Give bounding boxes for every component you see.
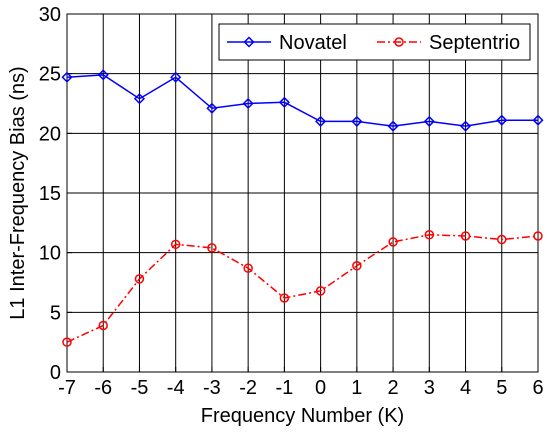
data-point (170, 71, 182, 83)
y-axis-label: L1 Inter-Frequency Bias (ns) (7, 66, 29, 319)
data-point (134, 274, 145, 284)
data-point (243, 263, 253, 273)
data-point (61, 71, 73, 83)
data-point (459, 120, 472, 132)
y-tick-label: 10 (39, 243, 61, 265)
x-tick-label: 3 (424, 377, 435, 399)
data-point (315, 115, 327, 127)
y-tick-label: 25 (39, 64, 61, 86)
y-tick-label: 30 (39, 4, 61, 26)
x-tick-label: 1 (351, 377, 362, 399)
x-tick-label: -7 (58, 377, 76, 399)
y-tick-label: 5 (50, 302, 61, 324)
legend-label: Novatel (279, 32, 347, 54)
data-point (351, 115, 363, 127)
data-point (423, 115, 435, 127)
series-septentrio (62, 230, 543, 347)
series-layer (61, 69, 544, 347)
data-point (460, 231, 471, 241)
x-axis-label: Frequency Number (K) (201, 405, 404, 427)
series-line (66, 74, 538, 127)
y-tick-label: 0 (50, 362, 61, 384)
data-point (497, 234, 507, 245)
legend-marker (243, 36, 255, 48)
data-point (207, 243, 217, 253)
series-line (66, 234, 539, 343)
tick-labels: -7 -6 -5 -4 -3 -2 -1 0 1 2 3 4 5 6 0 5 10 15 20 25 30 (39, 4, 544, 399)
series-novatel (61, 69, 544, 132)
data-point (97, 69, 109, 81)
data-point (496, 114, 508, 126)
x-tick-label: -1 (275, 377, 293, 399)
data-point (133, 93, 146, 105)
x-tick-label: -2 (239, 377, 257, 399)
legend-label: Septentrio (429, 32, 520, 54)
data-point (206, 102, 218, 114)
data-point (533, 231, 543, 241)
data-point (532, 114, 544, 126)
data-point (315, 286, 326, 296)
legend-marker (394, 37, 404, 47)
data-point (387, 120, 399, 132)
data-point (278, 96, 290, 108)
legend: Novatel Septentrio (218, 23, 531, 61)
data-point (98, 320, 108, 331)
data-point (388, 237, 398, 247)
data-point (242, 97, 254, 110)
x-tick-label: 4 (460, 377, 471, 399)
x-tick-label: 2 (388, 377, 399, 399)
x-tick-label: 5 (496, 377, 507, 399)
data-point (424, 230, 435, 240)
data-point (170, 239, 181, 250)
x-tick-label: -6 (94, 377, 112, 399)
data-point (62, 337, 72, 347)
axis-ticks (66, 13, 539, 373)
y-tick-label: 15 (39, 183, 61, 205)
y-tick-label: 20 (39, 123, 61, 145)
x-tick-label: 6 (532, 377, 543, 399)
data-point (279, 293, 290, 303)
x-tick-label: -4 (167, 377, 185, 399)
data-point (352, 261, 362, 271)
x-tick-label: 0 (315, 377, 326, 399)
x-tick-label: -5 (131, 377, 149, 399)
x-tick-label: -3 (203, 377, 221, 399)
